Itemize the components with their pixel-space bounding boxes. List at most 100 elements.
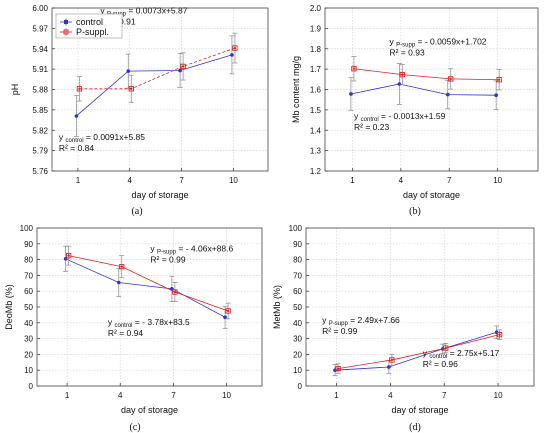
data-point-control bbox=[230, 53, 234, 57]
x-tick-label: 4 bbox=[118, 391, 123, 400]
x-axis-label: day of storage bbox=[121, 405, 178, 415]
data-point-psuppl bbox=[180, 63, 186, 70]
y-tick-label: 5.91 bbox=[32, 65, 48, 74]
y-tick-label: 10 bbox=[24, 366, 33, 375]
series-line-psuppl bbox=[337, 334, 500, 370]
y-tick-label: 40 bbox=[293, 319, 302, 328]
y-tick-label: 20 bbox=[24, 350, 33, 359]
data-point-psuppl-dot bbox=[498, 333, 501, 336]
y-tick-label: 90 bbox=[293, 240, 302, 249]
data-point-psuppl bbox=[496, 332, 503, 338]
y-tick-label: 1.3 bbox=[310, 147, 322, 156]
data-point-control bbox=[494, 93, 498, 98]
annotation-r2: R² = 0.99 bbox=[322, 326, 357, 336]
panel-caption: (c) bbox=[129, 422, 140, 433]
x-tick-label: 1 bbox=[65, 391, 70, 400]
y-tick-label: 5.85 bbox=[32, 106, 48, 115]
data-point-psuppl-dot bbox=[449, 77, 452, 81]
y-tick-label: 50 bbox=[24, 303, 33, 312]
chart-panel-d: 0 10 20 30 40 50 60 70 80 90 100 1 4 7 10 day of storag… bbox=[272, 224, 535, 433]
y-tick-label: 1.5 bbox=[310, 106, 322, 115]
annotation-r2: R² = 0.94 bbox=[108, 328, 143, 338]
x-tick-label: 4 bbox=[388, 391, 393, 400]
legend-marker-psuppl bbox=[63, 29, 69, 35]
y-tick-label: 5.76 bbox=[32, 167, 48, 176]
panel-caption: (b) bbox=[409, 206, 421, 217]
y-axis-label: Mb content mg/g bbox=[291, 56, 301, 123]
annotation-equation: y P-supp = 2.49x+7.66 bbox=[322, 315, 400, 327]
data-point-psuppl-dot bbox=[233, 46, 237, 50]
y-tick-label: 0 bbox=[29, 382, 34, 391]
x-axis-label: day of storage bbox=[403, 190, 460, 200]
x-axis-label: day of storage bbox=[131, 190, 188, 200]
data-point-psuppl bbox=[448, 76, 454, 82]
data-point-psuppl-dot bbox=[173, 290, 177, 294]
data-point-psuppl bbox=[225, 308, 231, 314]
y-tick-label: 6.00 bbox=[32, 4, 48, 13]
data-point-psuppl-dot bbox=[78, 87, 81, 90]
series-line-control bbox=[76, 54, 233, 117]
data-point-control bbox=[445, 92, 450, 97]
x-tick-label: 7 bbox=[179, 176, 184, 185]
x-tick-label: 10 bbox=[494, 391, 503, 400]
data-point-psuppl bbox=[65, 252, 72, 259]
annotation-equation: y P-supp = - 4.06x+88.6 bbox=[150, 244, 233, 256]
legend-label: control bbox=[76, 17, 103, 27]
x-tick-label: 10 bbox=[222, 391, 231, 400]
series-line-control bbox=[334, 331, 497, 371]
y-axis-label: DeoMb (%) bbox=[4, 284, 14, 330]
y-tick-label: 1.2 bbox=[310, 167, 322, 176]
data-point-psuppl bbox=[496, 77, 502, 83]
data-point-control bbox=[116, 280, 121, 285]
data-point-psuppl-dot bbox=[67, 254, 70, 257]
y-tick-label: 5.97 bbox=[32, 24, 48, 33]
data-point-control bbox=[178, 68, 182, 73]
series-line-control bbox=[350, 83, 497, 96]
data-point-psuppl bbox=[443, 345, 449, 351]
x-tick-label: 10 bbox=[493, 176, 502, 185]
data-point-psuppl bbox=[399, 71, 405, 78]
annotation-equation: y P-supp = - 0.0059x+1.702 bbox=[390, 37, 487, 49]
y-tick-label: 1.7 bbox=[310, 65, 322, 74]
data-point-control bbox=[387, 365, 391, 369]
data-point-control bbox=[223, 315, 227, 320]
data-point-psuppl-dot bbox=[336, 367, 340, 370]
x-tick-label: 10 bbox=[229, 176, 238, 185]
chart-panel-a: 5.76 5.79 5.82 5.85 5.88 5.91 5.94 5.97 6.00 1 4 7 1… bbox=[10, 4, 269, 217]
data-point-control bbox=[74, 114, 79, 118]
y-axis-label: pH bbox=[10, 84, 20, 96]
y-tick-label: 5.88 bbox=[32, 86, 48, 95]
y-tick-label: 5.94 bbox=[32, 45, 48, 54]
y-tick-label: 90 bbox=[24, 240, 33, 249]
y-tick-label: 100 bbox=[20, 224, 34, 233]
data-point-control bbox=[333, 368, 337, 373]
data-point-psuppl-dot bbox=[390, 358, 393, 362]
y-tick-label: 50 bbox=[293, 303, 302, 312]
data-point-psuppl-dot bbox=[120, 265, 123, 268]
annotation-r2: R² = 0.84 bbox=[59, 143, 94, 153]
data-point-psuppl bbox=[76, 86, 83, 92]
y-tick-label: 80 bbox=[293, 256, 302, 265]
y-tick-label: 1.6 bbox=[310, 86, 322, 95]
y-tick-label: 60 bbox=[293, 287, 302, 296]
y-axis-label: MetMb (%) bbox=[272, 285, 282, 329]
data-point-control bbox=[349, 92, 353, 96]
y-tick-label: 0 bbox=[298, 382, 303, 391]
data-point-psuppl bbox=[119, 264, 125, 270]
panel-caption: (d) bbox=[409, 422, 421, 433]
annotation-r2: R² = 0.93 bbox=[390, 48, 425, 58]
chart-panel-c: 0 10 20 30 40 50 60 70 80 90 100 1 4 7 10 day of storag… bbox=[4, 224, 263, 433]
data-point-psuppl bbox=[232, 45, 238, 51]
data-point-psuppl bbox=[351, 66, 357, 72]
data-point-control bbox=[397, 82, 402, 86]
annotation-r2: R² = 0.99 bbox=[150, 255, 185, 265]
x-tick-label: 1 bbox=[350, 176, 355, 185]
y-tick-label: 10 bbox=[293, 366, 302, 375]
annotation-r2: R² = 0.96 bbox=[423, 359, 458, 369]
y-tick-label: 70 bbox=[24, 271, 33, 280]
y-tick-label: 5.82 bbox=[32, 126, 48, 135]
series-line-control bbox=[65, 258, 226, 318]
data-point-psuppl-dot bbox=[498, 78, 501, 81]
data-point-psuppl-dot bbox=[444, 346, 447, 350]
x-axis-label: day of storage bbox=[391, 405, 448, 415]
